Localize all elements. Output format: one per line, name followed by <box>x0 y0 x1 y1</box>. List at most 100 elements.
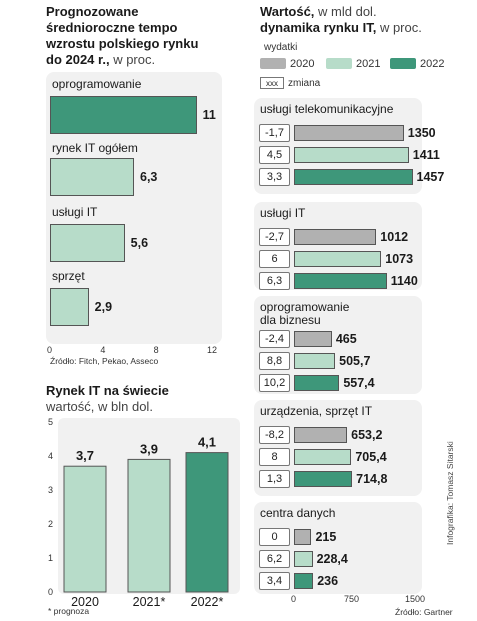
growth-category-label: usługi IT <box>52 205 98 219</box>
it-bar <box>294 331 332 347</box>
it-bar <box>294 471 353 487</box>
it-change-box: 4,5 <box>259 146 290 164</box>
it-change-box: 6,3 <box>259 272 290 290</box>
world-y-tick: 5 <box>48 417 53 427</box>
it-bar <box>294 125 404 141</box>
it-change-box: 3,4 <box>259 572 290 590</box>
left-top-source: Źródło: Fitch, Pekao, Asseco <box>50 356 159 366</box>
growth-x-tick: 12 <box>207 345 218 355</box>
left-top-title: Prognozowane średnioroczne tempo wzrostu… <box>46 4 198 68</box>
world-value-label: 3,7 <box>76 448 94 463</box>
it-bar <box>294 375 340 391</box>
it-value-label: 505,7 <box>339 354 371 368</box>
it-value-label: 1457 <box>416 170 445 184</box>
growth-chart: oprogramowanie 11 rynek IT ogółem 6,3 usługi… <box>46 72 236 362</box>
growth-value-label: 5,6 <box>130 236 149 250</box>
it-bar <box>294 169 413 185</box>
it-bar <box>294 551 313 567</box>
legend-swatch-2022 <box>390 58 416 69</box>
growth-bar <box>50 96 197 134</box>
it-x-tick: 0 <box>291 594 297 604</box>
it-bar <box>294 449 352 465</box>
growth-bar <box>50 158 134 196</box>
world-bar <box>63 465 107 593</box>
it-group-label-line: dla biznesu <box>260 313 321 327</box>
it-value-label: 557,4 <box>343 376 375 390</box>
it-change-box: -1,7 <box>259 124 290 142</box>
growth-value-label: 2,9 <box>94 300 113 314</box>
it-value-label: 714,8 <box>356 472 388 486</box>
it-x-tick: 1500 <box>405 594 426 604</box>
right-title-unit2: w proc. <box>376 20 422 35</box>
it-bar <box>294 251 382 267</box>
world-y-tick: 0 <box>48 587 53 597</box>
it-bar <box>294 353 336 369</box>
left-top-title-year: do 2024 r., <box>46 52 110 67</box>
it-group-label: usługi IT <box>260 206 306 220</box>
growth-value-label: 6,3 <box>140 170 158 184</box>
it-bar <box>294 147 409 163</box>
left-top-title-unit: w proc. <box>109 52 156 67</box>
it-value-label: 228,4 <box>316 552 348 566</box>
world-market-chart: 0 1 2 3 4 5 3,7 2020 3,9 2021* 4,1 2022* <box>48 417 229 609</box>
it-change-box: -8,2 <box>259 426 290 444</box>
it-change-box: -2,4 <box>259 330 290 348</box>
growth-x-tick: 0 <box>47 345 53 355</box>
it-group-label: centra danych <box>260 506 336 520</box>
world-y-tick: 1 <box>48 553 53 563</box>
left-top-title-line1: Prognozowane <box>46 4 139 19</box>
right-title: Wartość, w mld dol. dynamika rynku IT, w… <box>260 4 422 36</box>
world-value-label: 3,9 <box>140 441 158 456</box>
growth-bar <box>50 224 125 262</box>
growth-category-label: rynek IT ogółem <box>52 141 138 155</box>
legend-swatch-2021 <box>326 58 352 69</box>
it-x-tick: 750 <box>344 594 360 604</box>
it-value-label: 236 <box>317 574 339 588</box>
world-y-tick: 3 <box>48 485 53 495</box>
it-value-label: 705,4 <box>355 450 387 464</box>
it-value-label: 1411 <box>412 148 440 162</box>
it-change-box: 8,8 <box>259 352 290 370</box>
growth-x-tick: 4 <box>100 345 106 355</box>
world-bar <box>127 458 171 593</box>
it-value-label: 653,2 <box>351 428 383 442</box>
it-change-box: 3,3 <box>259 168 290 186</box>
left-top-title-line3: wzrostu polskiego rynku <box>46 36 199 51</box>
right-title-line1: Wartość, w mld dol. <box>260 4 422 20</box>
world-value-label: 4,1 <box>198 435 216 450</box>
it-bar <box>294 229 377 245</box>
growth-x-tick: 8 <box>153 345 159 355</box>
legend-label-2022: 2022 <box>420 58 445 70</box>
growth-category-label: oprogramowanie <box>52 77 142 91</box>
world-category-label: 2021* <box>133 595 166 609</box>
growth-value-label: 11 <box>202 108 216 122</box>
it-change-box: 10,2 <box>259 374 290 392</box>
credit-text: Infografika: Tomasz Sitarski <box>445 441 455 545</box>
right-title-dynamics: dynamika rynku IT, <box>260 20 377 35</box>
growth-category-label: sprzęt <box>52 269 85 283</box>
growth-bar <box>50 288 89 326</box>
left-bottom-subtitle: wartość, w bln dol. <box>46 399 153 414</box>
world-y-tick: 2 <box>48 519 53 529</box>
it-bar <box>294 273 387 289</box>
right-source: Źródło: Gartner <box>395 607 453 617</box>
it-group-label: usługi telekomunikacyjne <box>260 102 394 116</box>
it-change-box: 8 <box>259 448 290 466</box>
right-title-line2: dynamika rynku IT, w proc. <box>260 20 422 36</box>
legend-change-label: zmiana <box>288 78 321 89</box>
it-group-label-line: oprogramowanie <box>260 300 350 314</box>
it-value-label: 215 <box>315 530 337 544</box>
it-value-label: 465 <box>335 332 357 346</box>
right-title-value: Wartość, <box>260 4 315 19</box>
legend-change-box: xxx <box>260 77 284 89</box>
it-change-box: 0 <box>259 528 290 546</box>
world-category-label: 2020 <box>71 595 99 609</box>
it-value-label: 1350 <box>407 126 436 140</box>
it-change-box: 6 <box>259 250 290 268</box>
legend-label-2021: 2021 <box>356 58 381 70</box>
legend-label-2020: 2020 <box>290 58 315 70</box>
left-bottom-title: Rynek IT na świecie <box>46 383 169 398</box>
it-bar <box>294 427 348 443</box>
right-title-unit1: w mld dol. <box>314 4 377 19</box>
